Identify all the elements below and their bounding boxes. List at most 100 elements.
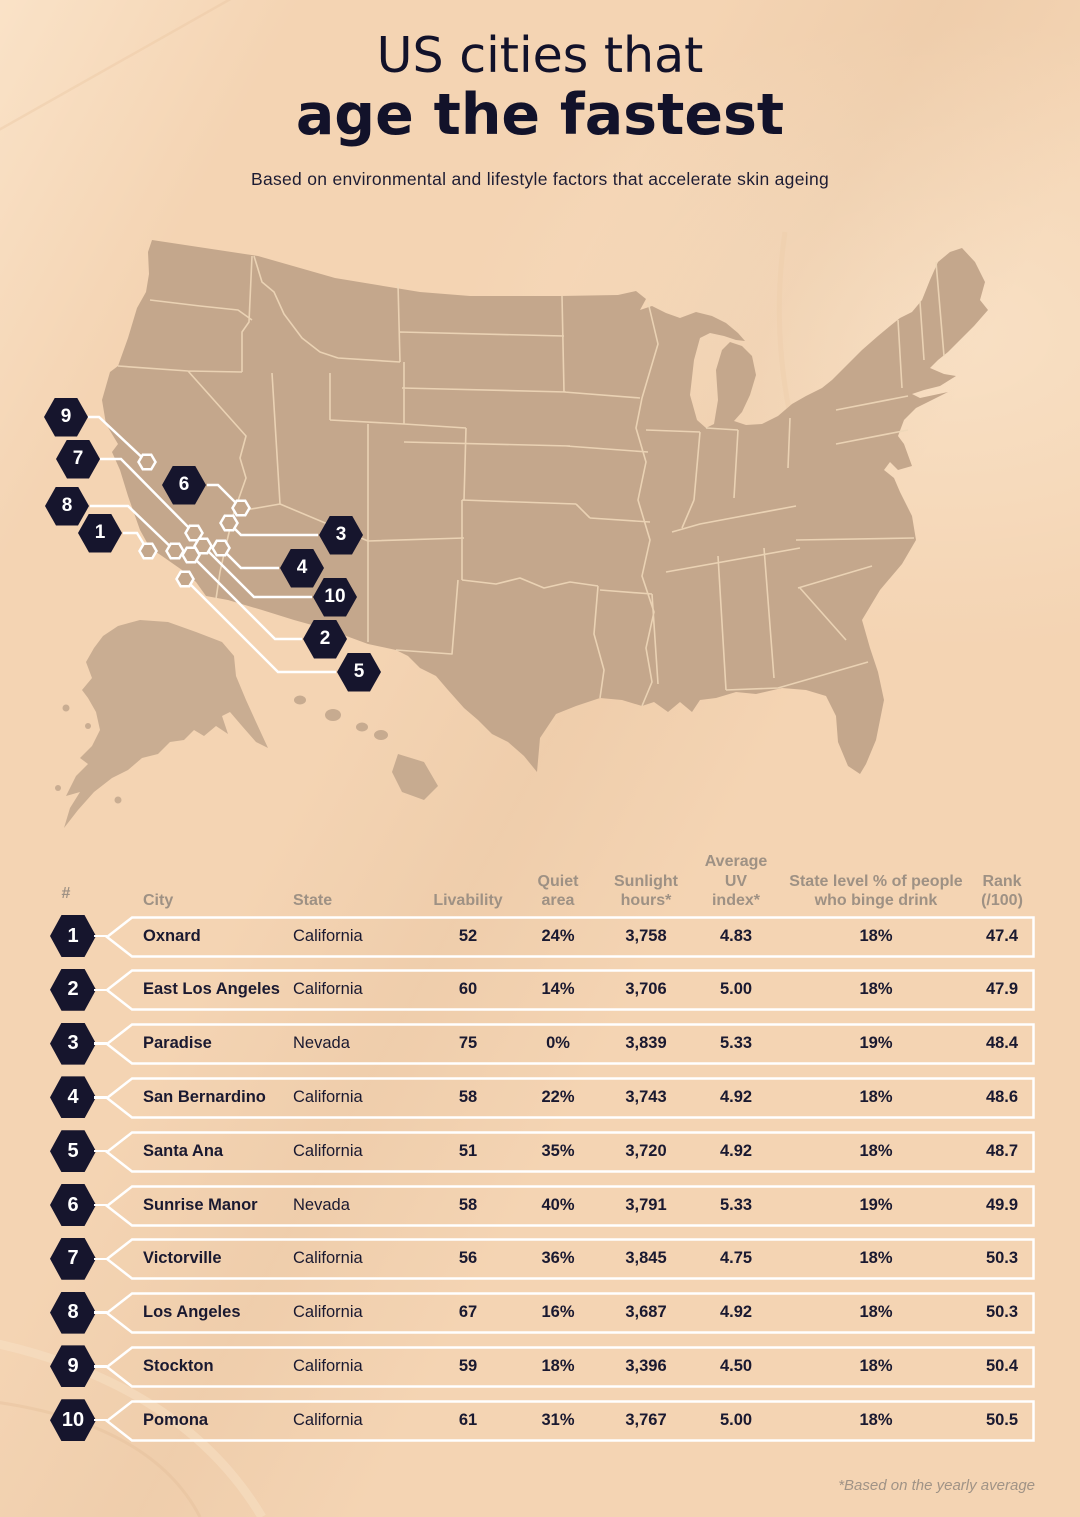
badge-number: 9 (67, 1354, 79, 1377)
title-block: US cities that age the fastest Based on … (0, 27, 1080, 190)
cell-uv_index: 4.92 (719, 1303, 753, 1322)
badge-number: 8 (67, 1301, 79, 1324)
table-row-5: Santa Ana California 51 35% 3,720 4.92 18% 48.7 (105, 1130, 1035, 1173)
row-connector-10 (94, 1418, 107, 1422)
cell-state: California (293, 1356, 363, 1375)
table-row-3: Paradise Nevada 75 0% 3,839 5.33 19% 48.4 (105, 1023, 1035, 1065)
badge-number: 10 (61, 1408, 85, 1431)
row-connector-6 (94, 1203, 107, 1207)
col-header-7: Rank (/100) (981, 872, 1023, 910)
cell-quiet_area: 24% (541, 926, 575, 945)
alaska-island (62, 704, 70, 712)
cell-sunlight_hours: 3,396 (625, 1356, 667, 1375)
cell-rank_score: 50.3 (985, 1303, 1019, 1322)
cell-rank_score: 48.6 (985, 1087, 1019, 1106)
row-cells: Oxnard California 52 24% 3,758 4.83 18% 47.4 (105, 916, 1035, 957)
badge-number: 9 (60, 406, 72, 427)
cell-state: California (293, 1410, 363, 1429)
cell-livability: 58 (458, 1087, 478, 1106)
cell-livability: 67 (458, 1303, 478, 1322)
cell-binge_drink: 18% (859, 980, 893, 999)
cell-livability: 59 (458, 1356, 478, 1375)
row-connector-9 (94, 1365, 107, 1368)
row-cells: San Bernardino California 58 22% 3,743 4.92 18… (105, 1077, 1035, 1118)
badge-number: 1 (94, 522, 106, 543)
cell-uv_index: 4.83 (719, 926, 753, 945)
texture-swirl (0, 0, 232, 131)
table-row-9: Stockton California 59 18% 3,396 4.50 18% 50.4 (105, 1346, 1035, 1388)
cell-uv_index: 5.33 (719, 1034, 753, 1053)
row-outline (105, 1023, 1035, 1065)
badge-number: 7 (72, 448, 84, 469)
badge-number: 1 (67, 924, 79, 947)
cell-quiet_area: 35% (541, 1141, 575, 1160)
cell-state: California (293, 926, 363, 945)
connector-line-4 (220, 547, 279, 570)
connector-line-7 (100, 457, 195, 534)
row-outline (105, 915, 1035, 958)
cell-quiet_area: 18% (541, 1356, 575, 1375)
city-point-markers (137, 453, 251, 588)
cell-quiet_area: 36% (541, 1249, 575, 1268)
cell-quiet_area: 31% (541, 1410, 575, 1429)
badge-number: 4 (296, 557, 308, 578)
badge-number: 2 (319, 628, 331, 649)
row-outline (105, 1077, 1035, 1119)
cell-state: California (293, 980, 363, 999)
table-row-2: East Los Angeles California 60 14% 3,706 5.00… (105, 969, 1035, 1012)
city-point-5 (175, 570, 195, 588)
row-cells: Pomona California 61 31% 3,767 5.00 18% 50.5 (105, 1400, 1035, 1441)
page-title-line2: age the fastest (295, 82, 785, 149)
connector-line-2 (190, 554, 302, 641)
cell-rank_score: 47.9 (985, 980, 1019, 999)
table-row-4: San Bernardino California 58 22% 3,743 4.92 18… (105, 1077, 1035, 1119)
cell-state: California (293, 1141, 363, 1160)
row-outline (105, 1238, 1035, 1281)
table-row-6: Sunrise Manor Nevada 58 40% 3,791 5.33 19% 49.9 (105, 1184, 1035, 1227)
map-badge-10: 10 (313, 577, 357, 617)
texture-swirl (0, 1401, 202, 1517)
connector-line-9 (88, 415, 148, 463)
cell-city: Stockton (143, 1356, 214, 1375)
cell-city: Paradise (143, 1034, 212, 1053)
cell-livability: 51 (458, 1141, 478, 1160)
cell-quiet_area: 0% (546, 1034, 570, 1053)
cell-binge_drink: 18% (859, 1356, 893, 1375)
col-header-2: Livability (433, 892, 503, 910)
cell-binge_drink: 18% (859, 1087, 893, 1106)
badge-number: 3 (67, 1032, 79, 1055)
col-header-rank-number: # (61, 885, 71, 903)
cell-city: Pomona (143, 1410, 209, 1429)
badge-number: 4 (67, 1085, 79, 1108)
marker-connector-lines (88, 415, 336, 674)
alaska-island (85, 723, 91, 729)
alaska-island (114, 796, 122, 804)
cell-binge_drink: 19% (859, 1195, 893, 1214)
row-cells: Victorville California 56 36% 3,845 4.75 18% 50… (105, 1238, 1035, 1279)
cell-uv_index: 4.50 (719, 1356, 753, 1375)
table-row-8: Los Angeles California 67 16% 3,687 4.92 18% 50… (105, 1292, 1035, 1334)
cell-rank_score: 48.7 (985, 1141, 1019, 1160)
alaska-shape (64, 620, 268, 828)
badge-number: 6 (178, 474, 190, 495)
row-outline (105, 969, 1035, 1012)
cell-sunlight_hours: 3,743 (625, 1087, 667, 1106)
cell-quiet_area: 16% (541, 1303, 575, 1322)
col-header-1: State (293, 892, 333, 910)
row-connector-3 (94, 1042, 107, 1045)
col-header-3: Quiet area (537, 872, 579, 910)
row-outline (105, 1292, 1035, 1334)
cell-city: Victorville (143, 1249, 222, 1268)
page-title-line1: US cities that (376, 27, 704, 84)
city-point-1 (138, 542, 158, 560)
city-point-7 (184, 524, 204, 542)
col-header-4: Sunlight hours* (614, 872, 678, 910)
row-badge-10: 10 (50, 1399, 96, 1442)
city-point-9 (137, 453, 157, 471)
page-subtitle: Based on environmental and lifestyle fac… (250, 169, 830, 190)
footnote: *Based on the yearly average (838, 1477, 1035, 1494)
cell-sunlight_hours: 3,767 (625, 1410, 667, 1429)
cell-state: Nevada (293, 1034, 350, 1053)
cell-state: Nevada (293, 1195, 350, 1214)
